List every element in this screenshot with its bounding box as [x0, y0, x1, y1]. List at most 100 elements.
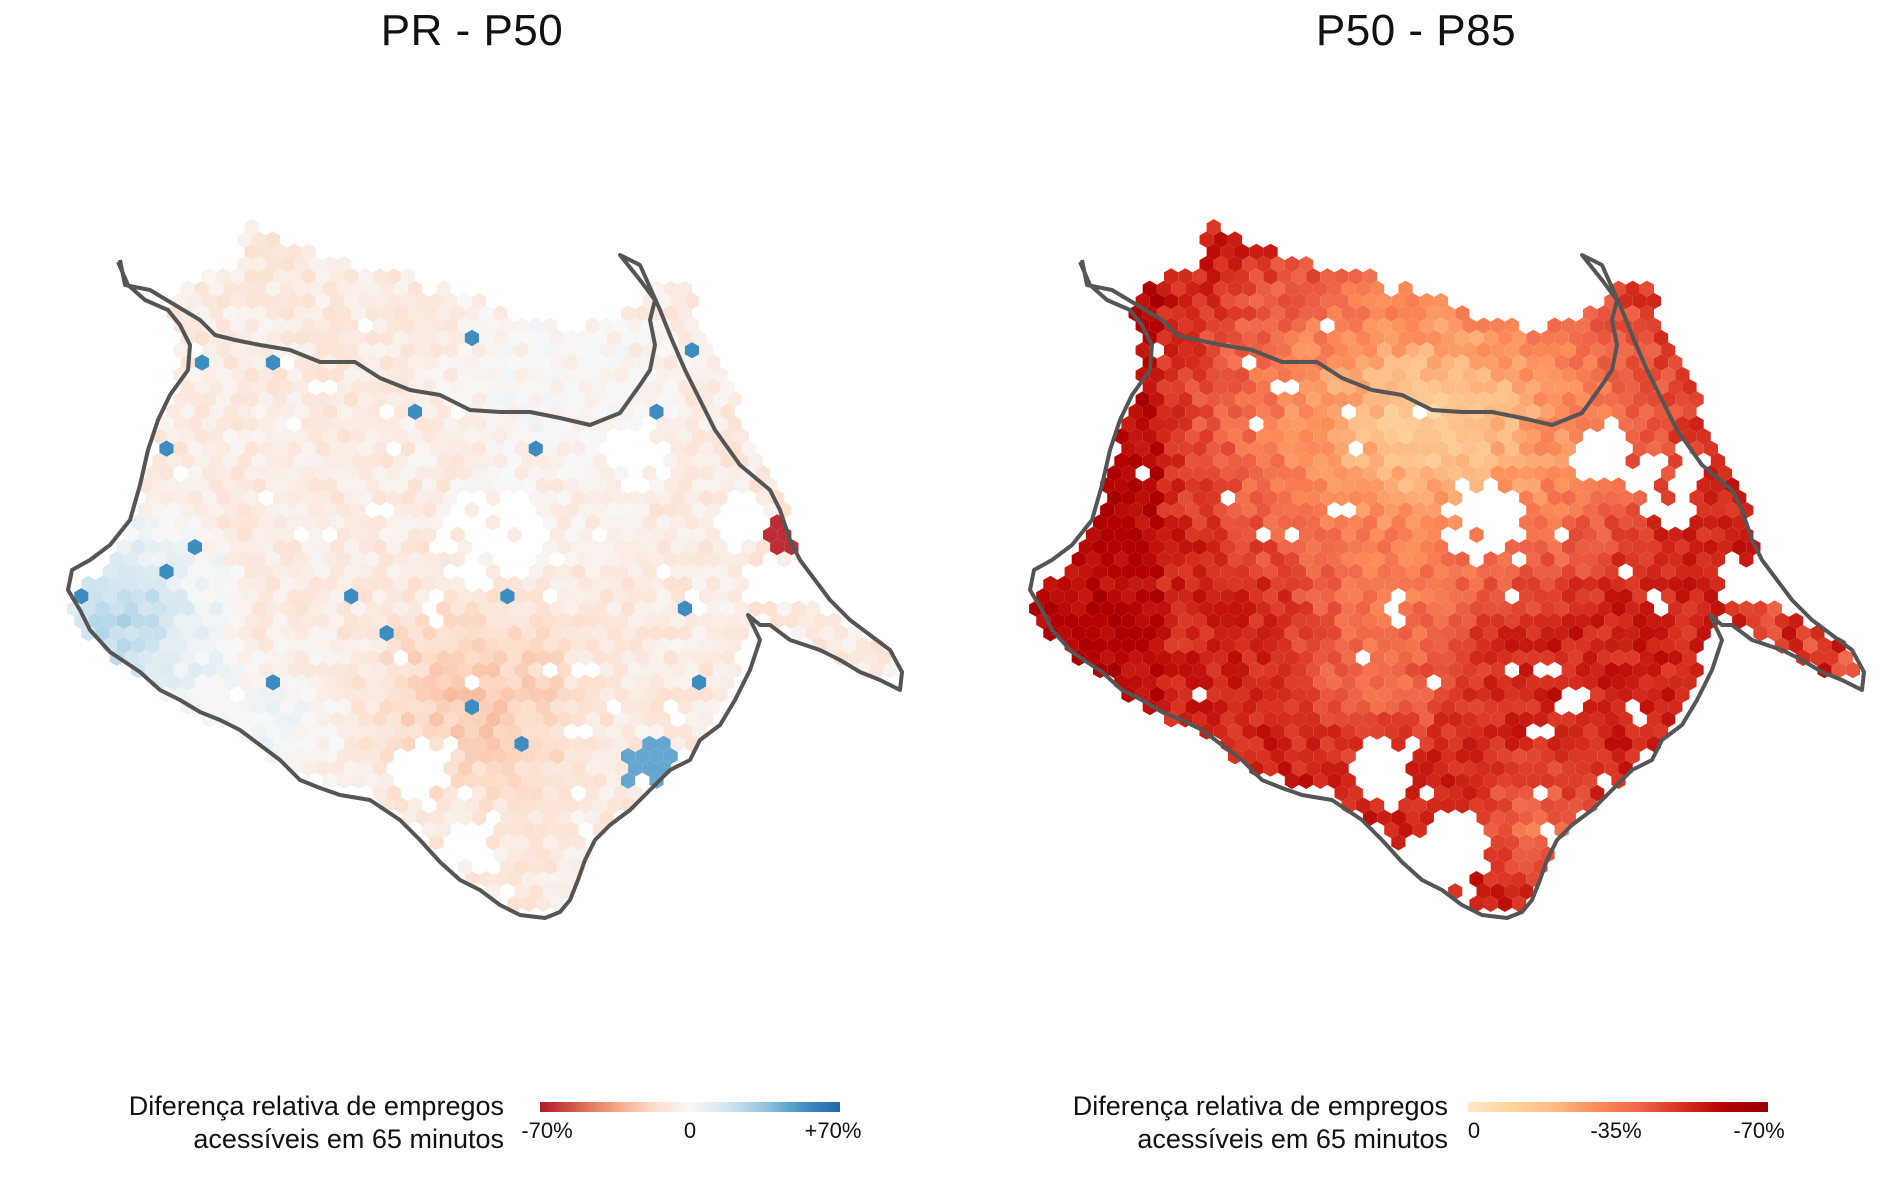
hex-cell	[599, 760, 614, 777]
hex-cell	[1142, 625, 1157, 642]
hex-cell	[1725, 502, 1740, 519]
hex-cell	[1391, 317, 1406, 334]
hex-cell	[1093, 588, 1108, 605]
hex-cell	[1398, 821, 1413, 839]
hex-cell	[1604, 391, 1619, 408]
hex-cell	[436, 723, 451, 740]
hex-cell	[1348, 514, 1363, 531]
hex-cell	[1590, 563, 1605, 580]
hex-cell	[1213, 649, 1228, 666]
hex-cell	[585, 563, 600, 580]
hex-cell	[1426, 502, 1441, 519]
hex-cell	[621, 625, 636, 642]
hex-cell	[1568, 551, 1583, 568]
hex-cell	[1135, 366, 1150, 384]
hex-cell	[635, 698, 650, 716]
hex-cell	[1597, 649, 1612, 666]
hex-cell	[1355, 305, 1370, 322]
hex-cell	[1526, 600, 1541, 617]
hex-cell	[1519, 735, 1534, 753]
hex-cell	[244, 711, 259, 728]
hex-cell	[1256, 723, 1271, 740]
hex-cell	[1185, 452, 1200, 470]
hex-cell	[344, 563, 359, 580]
hex-cell	[337, 329, 352, 347]
hex-cell	[1263, 588, 1278, 605]
hex-cell	[564, 772, 579, 789]
hex-cell	[308, 674, 323, 691]
hex-cell	[578, 674, 593, 691]
hex-cell	[1192, 268, 1207, 285]
hex-cell	[1341, 723, 1356, 740]
hex-cell	[1348, 661, 1363, 679]
hex-cell	[1483, 797, 1498, 814]
hex-cell	[1249, 735, 1264, 753]
hex-cell	[450, 674, 465, 691]
hex-cell	[1206, 317, 1221, 334]
hex-cell	[649, 575, 664, 593]
hex-cell	[152, 575, 167, 593]
hex-cell	[408, 551, 423, 568]
hex-cell	[1568, 477, 1583, 494]
hex-cell	[557, 538, 572, 556]
hex-cell	[514, 760, 529, 777]
hex-cell	[521, 575, 536, 593]
hex-cell	[1334, 760, 1349, 777]
hex-cell	[1590, 489, 1605, 507]
hex-cell	[1327, 575, 1342, 593]
hex-cell	[194, 551, 210, 568]
legend-tick-mid: -35%	[1590, 1118, 1642, 1143]
hex-cell	[329, 342, 345, 359]
hex-cell	[1689, 391, 1704, 408]
hex-cell	[1597, 723, 1612, 740]
hex-cell	[1320, 391, 1335, 408]
hex-cell	[152, 502, 167, 519]
hex-cell	[635, 403, 650, 420]
hex-cell	[1242, 329, 1257, 347]
hex-cell	[550, 625, 565, 642]
hex-cell	[535, 797, 550, 814]
hex-cell	[564, 698, 579, 716]
hex-cell	[1753, 600, 1768, 617]
hex-cell	[265, 329, 281, 347]
hex-cell	[1675, 686, 1690, 703]
hex-cell	[1448, 784, 1463, 802]
hex-cell	[1398, 280, 1413, 297]
hex-cell	[1526, 379, 1541, 396]
hex-cell	[1405, 538, 1420, 556]
hex-cell	[706, 674, 721, 691]
hex-cell	[1554, 575, 1569, 593]
hex-cell	[180, 551, 195, 568]
hex-cell	[450, 772, 465, 789]
hex-cell	[365, 354, 380, 371]
hex-cell	[550, 821, 565, 839]
hex-cell	[1561, 637, 1576, 654]
hex-cell	[1206, 219, 1221, 236]
hex-cell	[1093, 612, 1108, 630]
hex-cell	[1497, 871, 1512, 888]
hex-cell	[1107, 588, 1122, 605]
hex-cell	[1483, 625, 1498, 642]
hex-cell	[294, 477, 309, 494]
hex-cell	[379, 477, 394, 494]
hex-cell	[564, 452, 579, 470]
hex-cell	[1327, 354, 1342, 371]
hex-cell	[273, 268, 288, 285]
hex-cell	[1426, 575, 1441, 593]
hex-cell	[1533, 342, 1548, 359]
hex-cell	[1299, 551, 1314, 568]
hex-cell	[408, 403, 423, 420]
hex-cell	[514, 391, 529, 408]
hex-cell	[1661, 563, 1676, 580]
map-panel-p50-p85: P50 - P85 Diferença relativa de empregos…	[944, 0, 1888, 1181]
hex-cell	[528, 563, 543, 580]
hex-cell	[216, 391, 231, 408]
hex-cell	[1654, 674, 1669, 691]
hex-cell	[1639, 403, 1654, 420]
hex-cell	[1270, 403, 1285, 420]
hex-cell	[1504, 735, 1520, 753]
hex-cell	[1213, 354, 1228, 371]
hex-cell	[1526, 821, 1541, 839]
hex-cell	[1242, 674, 1257, 691]
hex-cell	[365, 600, 380, 617]
